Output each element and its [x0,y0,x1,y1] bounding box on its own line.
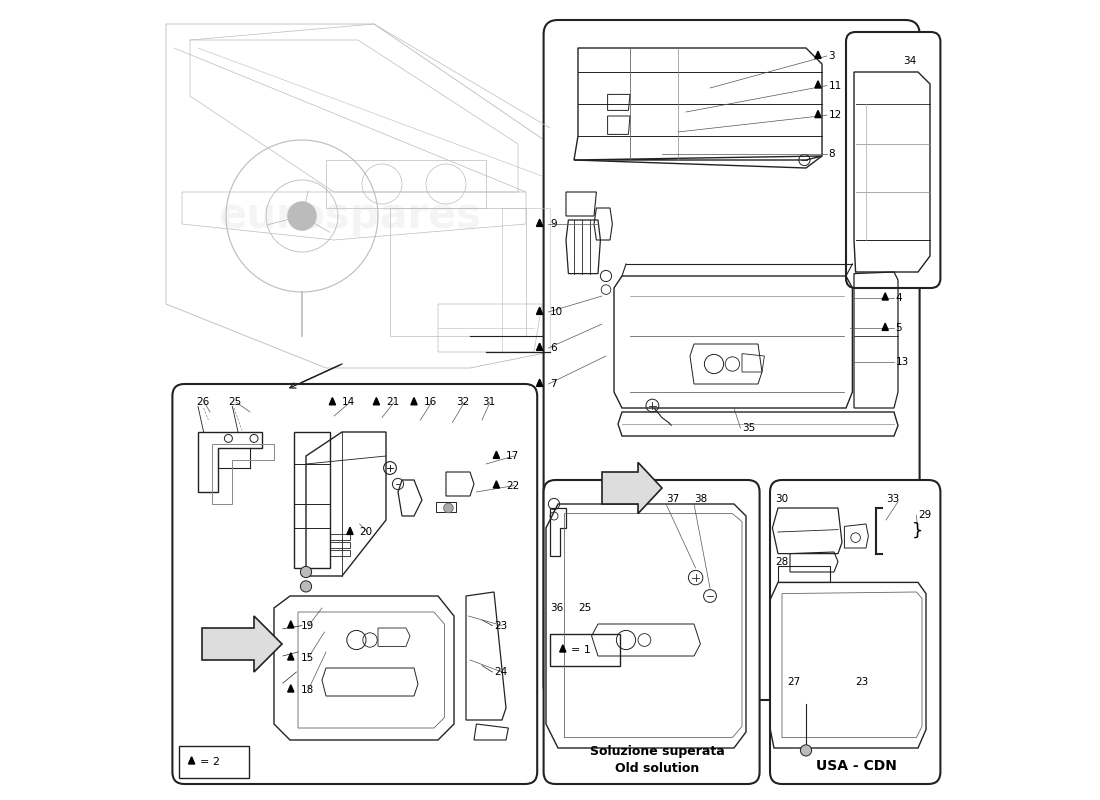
Text: 20: 20 [360,527,373,537]
Polygon shape [882,293,889,300]
Text: 4: 4 [895,293,902,302]
Circle shape [287,202,317,230]
Text: 34: 34 [903,56,916,66]
Text: eurospares: eurospares [562,563,825,605]
Bar [437,502,456,512]
Bar [179,746,250,778]
Circle shape [443,503,453,513]
FancyBboxPatch shape [770,480,940,784]
Text: 21: 21 [386,398,399,407]
Circle shape [300,581,311,592]
Polygon shape [288,621,294,628]
Polygon shape [493,451,499,458]
Polygon shape [288,685,294,692]
FancyBboxPatch shape [173,384,537,784]
Text: 17: 17 [506,451,519,461]
Text: 28: 28 [776,557,789,566]
Text: 11: 11 [828,81,842,90]
Text: 25: 25 [229,398,242,407]
Polygon shape [815,81,821,88]
Text: 13: 13 [895,357,909,366]
Text: 37: 37 [666,494,680,504]
Text: 7: 7 [550,379,557,389]
Text: USA - CDN: USA - CDN [816,759,896,774]
Text: 12: 12 [828,110,842,120]
Text: Soluzione superata: Soluzione superata [590,746,725,758]
Polygon shape [188,757,195,764]
Polygon shape [882,323,889,330]
Polygon shape [373,398,380,405]
Text: 38: 38 [694,494,707,504]
Circle shape [801,745,812,756]
Polygon shape [815,110,821,118]
Polygon shape [411,398,417,405]
Polygon shape [815,51,821,58]
Polygon shape [560,645,565,652]
Text: 15: 15 [300,653,313,662]
Text: Old solution: Old solution [615,762,700,774]
Text: 30: 30 [776,494,789,504]
Text: 16: 16 [424,398,437,407]
FancyBboxPatch shape [543,20,920,700]
Text: 19: 19 [300,621,313,630]
Polygon shape [346,527,353,534]
Text: eurospares: eurospares [562,195,825,237]
Text: 18: 18 [300,685,313,694]
Text: = 1: = 1 [571,645,591,654]
Text: 6: 6 [550,343,557,353]
Text: 10: 10 [550,307,563,317]
Polygon shape [329,398,336,405]
Polygon shape [537,343,542,350]
Text: 26: 26 [197,398,210,407]
Text: 35: 35 [742,423,756,433]
Text: 36: 36 [550,603,563,613]
Bar [778,566,830,582]
Text: 27: 27 [786,677,800,686]
Text: 14: 14 [342,398,355,407]
Polygon shape [537,219,542,226]
Text: 32: 32 [456,398,470,407]
Polygon shape [537,307,542,314]
Text: 9: 9 [550,219,557,229]
Text: 8: 8 [828,149,835,158]
Polygon shape [493,481,499,488]
Circle shape [300,566,311,578]
Text: 24: 24 [494,667,507,677]
FancyBboxPatch shape [846,32,940,288]
Polygon shape [202,616,282,672]
Text: 33: 33 [886,494,900,504]
Text: 5: 5 [895,323,902,333]
Text: 31: 31 [482,398,495,407]
Text: 25: 25 [578,603,592,613]
Text: = 2: = 2 [199,757,220,766]
Text: 23: 23 [856,677,869,686]
Text: 29: 29 [918,510,932,520]
Polygon shape [288,653,294,660]
Text: 22: 22 [506,481,519,490]
Text: 3: 3 [828,51,835,61]
Text: 23: 23 [494,621,507,630]
Polygon shape [602,462,662,514]
Text: }: } [912,522,923,540]
Text: eurospares: eurospares [219,195,482,237]
FancyBboxPatch shape [543,480,760,784]
Text: eurospares: eurospares [219,563,482,605]
Bar [550,634,620,666]
Polygon shape [537,379,542,386]
